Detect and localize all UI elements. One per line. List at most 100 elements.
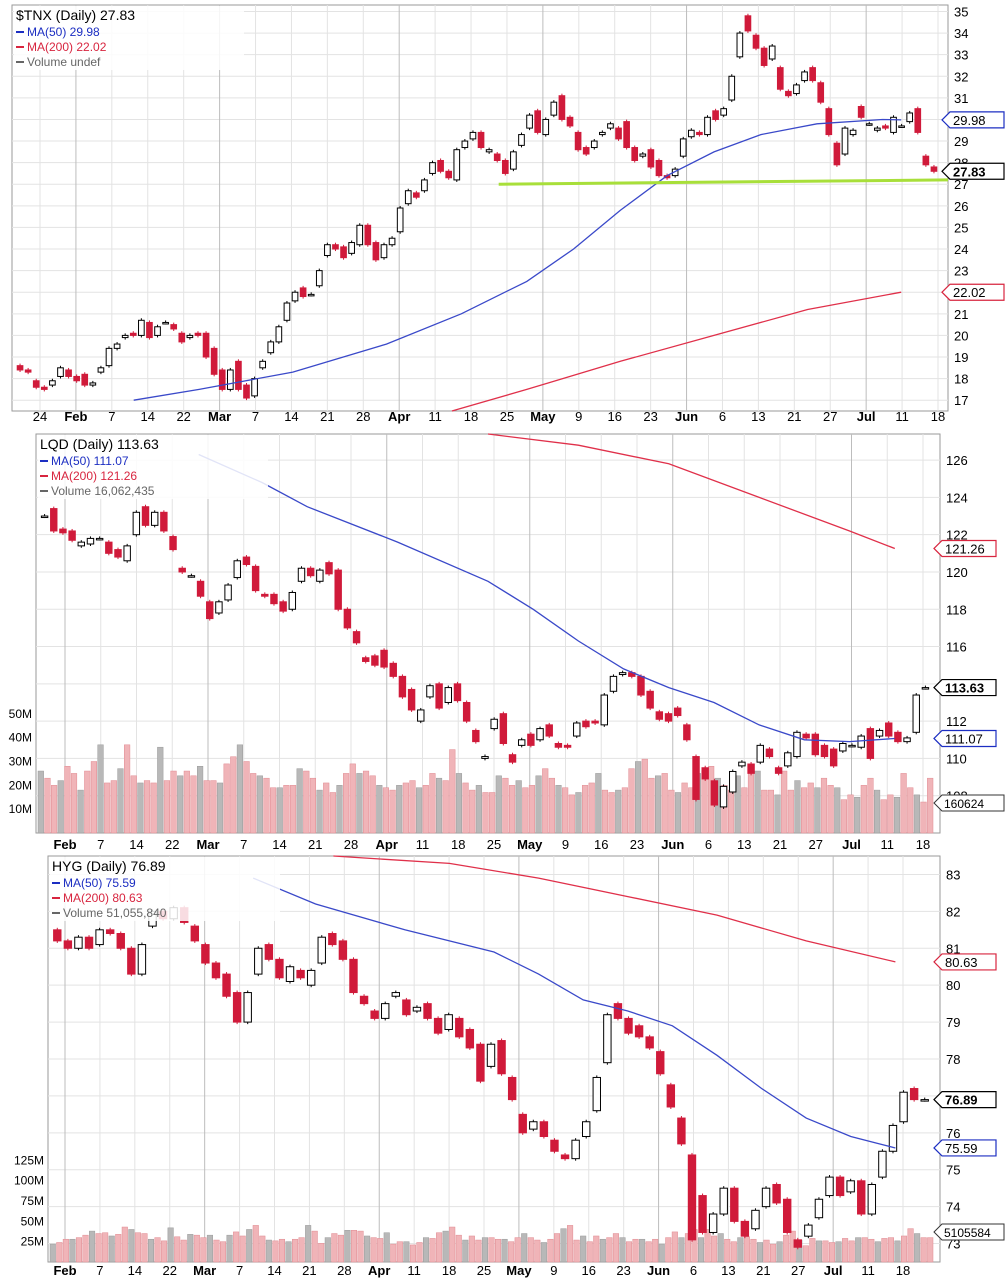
- legend-backdrop: [50, 857, 280, 921]
- candle-body: [825, 108, 833, 136]
- x-tick-label: 13: [721, 1263, 735, 1278]
- volume-bar: [648, 777, 655, 834]
- candle-body: [760, 47, 768, 66]
- y-tick-label: 25: [954, 220, 968, 235]
- ma50-line: [198, 453, 895, 743]
- candle-body: [776, 67, 784, 90]
- candle-body: [560, 1154, 570, 1160]
- candle-body: [105, 929, 115, 935]
- volume-bar: [874, 789, 881, 834]
- x-tick-label: 16: [582, 1263, 596, 1278]
- candle-body: [637, 675, 645, 696]
- legend-entry: Volume 16,062,435: [51, 484, 155, 498]
- candle-body: [554, 743, 563, 748]
- volume-bar: [350, 1230, 358, 1263]
- volume-bar: [382, 787, 390, 834]
- candle-body: [756, 744, 764, 763]
- volume-bar: [331, 1233, 338, 1263]
- volume-bar: [599, 1238, 606, 1263]
- candle-body: [477, 131, 485, 149]
- candle-body: [316, 569, 324, 582]
- candle-body: [534, 110, 541, 133]
- volume-bar: [698, 1237, 705, 1263]
- y-tick-label: 124: [946, 490, 968, 505]
- candle-body: [16, 365, 24, 371]
- candle-body: [804, 1224, 813, 1237]
- legend-entry: MA(200) 121.26: [51, 469, 137, 483]
- volume-bar: [283, 785, 290, 834]
- volume-bar: [475, 785, 482, 834]
- volume-bar: [834, 787, 841, 834]
- candle-body: [922, 155, 930, 166]
- candle-body: [306, 567, 315, 577]
- candle-body: [878, 1150, 887, 1178]
- volume-bar: [336, 785, 343, 834]
- candle-body: [233, 560, 241, 579]
- candle-body: [63, 940, 73, 949]
- volume-bar: [880, 799, 887, 834]
- volume-bar: [842, 1238, 849, 1263]
- volume-tick-label: 30M: [9, 755, 32, 769]
- volume-bar: [639, 1238, 646, 1263]
- candle-body: [752, 34, 760, 49]
- volume-bar: [681, 782, 688, 834]
- candle-body: [481, 756, 489, 759]
- legend-backdrop: [14, 6, 244, 70]
- x-tick-label: 21: [302, 1263, 316, 1278]
- ma200-value-tag: 80.63: [933, 953, 997, 971]
- volume-bar: [887, 794, 894, 834]
- volume-bar: [143, 780, 151, 834]
- x-tick-label: 18: [442, 1263, 456, 1278]
- volume-bar: [743, 1236, 750, 1263]
- volume-bar: [462, 782, 469, 834]
- candle-body: [738, 761, 746, 767]
- x-tick-label: Mar: [193, 1263, 216, 1278]
- x-tick-label: 14: [141, 409, 155, 424]
- volume-bar: [389, 789, 396, 834]
- trendline: [498, 178, 949, 186]
- candle-body: [307, 293, 315, 297]
- candle-body: [40, 386, 48, 390]
- candle-body: [846, 1180, 855, 1193]
- volume-bar: [668, 789, 675, 834]
- x-tick-label: 22: [165, 837, 179, 852]
- x-tick-label: 14: [272, 837, 286, 852]
- candle-body: [590, 140, 598, 149]
- candle-body: [215, 601, 223, 614]
- candle-body: [814, 1198, 824, 1219]
- candle-body: [129, 332, 137, 336]
- candle-body: [445, 170, 453, 179]
- candle-body: [141, 506, 150, 526]
- candle-body: [687, 129, 695, 138]
- y-tick-label: 74: [946, 1200, 960, 1215]
- x-tick-label: 22: [163, 1263, 177, 1278]
- x-tick-label: Feb: [64, 409, 87, 424]
- volume-tick-label: 50M: [9, 707, 32, 721]
- y-tick-label: 34: [954, 26, 968, 41]
- volume-bar: [220, 1241, 227, 1263]
- candle-body: [912, 694, 920, 733]
- candle-body: [433, 1017, 443, 1034]
- x-tick-label: May: [517, 837, 543, 852]
- ma50-value-tag-text: 111.07: [945, 731, 983, 746]
- volume-bar: [763, 1239, 770, 1263]
- volume-bar: [787, 789, 794, 834]
- legend-entry: MA(50) 111.07: [51, 454, 129, 468]
- candle-body: [187, 575, 196, 578]
- candle-body: [437, 159, 444, 172]
- volume-bar: [349, 763, 356, 834]
- volume-bar: [409, 1244, 416, 1263]
- volume-bar: [625, 1241, 633, 1263]
- volume-bar: [855, 1237, 862, 1263]
- volume-bar: [907, 1228, 914, 1263]
- y-tick-label: 17: [954, 393, 968, 408]
- ma200-line: [451, 291, 902, 412]
- last-price-tag-text: 113.63: [945, 681, 984, 696]
- candle-body: [243, 384, 250, 399]
- volume-bar: [402, 782, 409, 834]
- volume-bar: [534, 1239, 541, 1263]
- volume-bar: [233, 1231, 240, 1263]
- y-tick-label: 83: [946, 867, 960, 882]
- x-tick-label: 25: [487, 837, 501, 852]
- candle-body: [906, 112, 914, 123]
